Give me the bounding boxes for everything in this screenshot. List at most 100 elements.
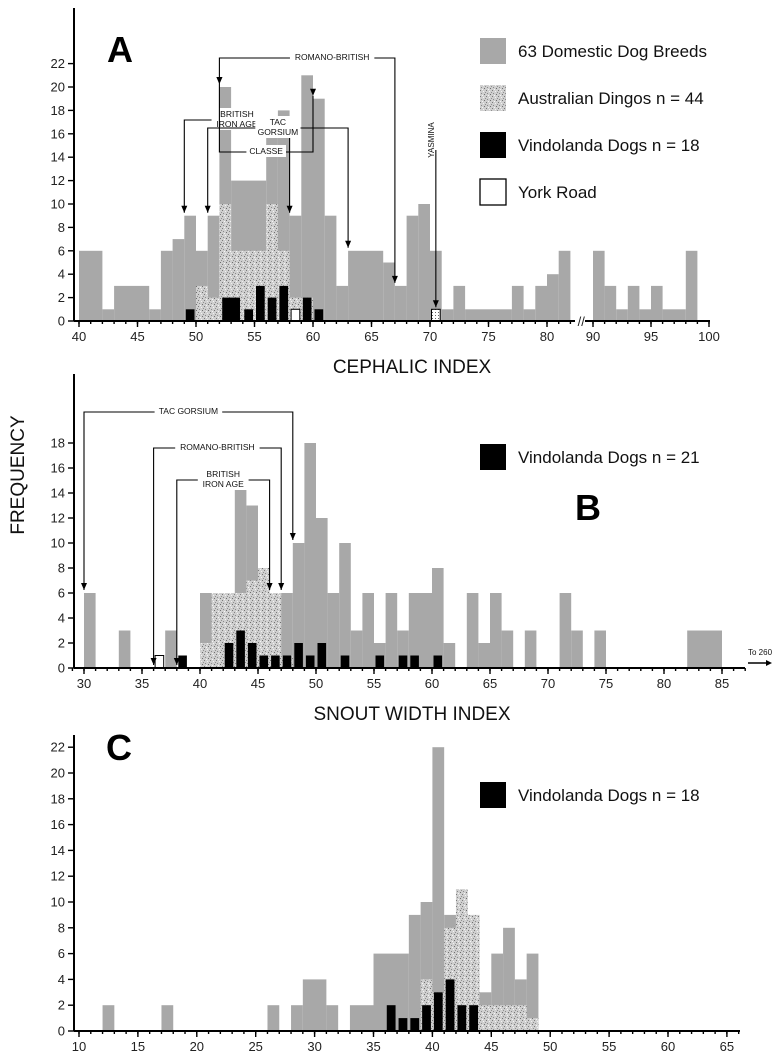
y-tick-label: 6	[58, 586, 65, 601]
annotation-label: BRITISH	[220, 109, 254, 119]
x-tick-label: 45	[130, 329, 144, 344]
legend-swatch-vindolanda	[480, 444, 506, 470]
x-tick-label: 80	[540, 329, 554, 344]
panel-letter: B	[575, 487, 601, 528]
bar-vindolanda	[469, 1005, 479, 1031]
bar-vindolanda	[302, 297, 312, 321]
x-tick-label: 55	[367, 676, 381, 691]
bar-vindolanda	[398, 655, 408, 668]
x-tick-label: 95	[644, 329, 658, 344]
y-tick-label: 4	[58, 267, 65, 282]
bar-vindolanda	[314, 309, 324, 321]
bar-domestic	[79, 250, 103, 321]
y-tick-label: 6	[58, 946, 65, 961]
legend-label: Vindolanda Dogs n = 18	[518, 786, 700, 805]
bar-domestic	[114, 285, 150, 321]
annotation-label: GORSIUM	[258, 127, 299, 137]
bar-vindolanda	[224, 643, 234, 668]
arrowhead	[173, 658, 180, 665]
bar-vindolanda	[236, 630, 245, 668]
bar-domestic	[594, 630, 606, 668]
y-tick-label: 0	[58, 661, 65, 676]
bar-vindolanda	[445, 979, 455, 1031]
bar-domestic	[383, 262, 395, 321]
bar-dingo	[258, 568, 270, 668]
bar-domestic	[385, 593, 398, 668]
bar-domestic	[102, 1005, 115, 1031]
bar-vindolanda	[256, 285, 265, 321]
panel-letter: A	[107, 29, 133, 70]
bar-domestic	[289, 215, 302, 321]
bar-domestic	[339, 543, 351, 668]
y-tick-label: 14	[51, 486, 65, 501]
bar-domestic	[511, 285, 524, 321]
bar-domestic	[523, 309, 536, 321]
y-tick-label: 12	[51, 511, 65, 526]
bar-domestic	[207, 215, 220, 321]
x-tick-label: 80	[657, 676, 671, 691]
label-bg	[197, 468, 249, 490]
x-tick-label: 60	[306, 329, 320, 344]
y-tick-label: 16	[51, 461, 65, 476]
arrowhead	[81, 583, 87, 590]
bar-domestic	[432, 568, 444, 668]
bar-domestic	[685, 250, 698, 321]
legend-label: Vindolanda Dogs n = 21	[518, 448, 700, 467]
annotation-label: CLASSE	[249, 146, 283, 156]
bar-domestic	[535, 285, 547, 321]
bar-domestic	[616, 309, 628, 321]
y-tick-label: 4	[58, 611, 65, 626]
bar-dingo	[231, 250, 243, 321]
bar-domestic	[304, 443, 316, 668]
bar-vindolanda	[271, 655, 280, 668]
y-tick-label: 10	[51, 197, 65, 212]
series-domestic	[79, 75, 698, 322]
x-tick-label: 75	[599, 676, 613, 691]
bar-domestic	[418, 204, 430, 321]
bar-vindolanda	[386, 1005, 396, 1031]
x-tick-label: 50	[189, 329, 203, 344]
bar-domestic	[277, 110, 290, 322]
label-bg	[246, 145, 286, 157]
bar-vindolanda	[294, 643, 303, 668]
bar-domestic	[478, 643, 490, 668]
legend-swatch-vindolanda	[480, 782, 506, 808]
x-tick-label: 60	[425, 676, 439, 691]
bar-domestic	[149, 309, 161, 321]
bar-dingo	[207, 297, 220, 321]
arrowhead	[204, 205, 211, 213]
bar-domestic	[503, 927, 515, 1031]
bar-dingo	[455, 889, 468, 1031]
series-vindolanda	[386, 979, 479, 1031]
x-tick-label: 40	[72, 329, 86, 344]
bar-domestic	[466, 593, 479, 668]
bar-dingo	[200, 643, 212, 668]
y-tick-label: 22	[51, 56, 65, 71]
bar-vindolanda	[410, 655, 419, 668]
y-tick-label: 4	[58, 972, 65, 987]
bar-domestic	[420, 902, 433, 1031]
bar-domestic	[465, 309, 512, 321]
bar-vindolanda	[259, 655, 269, 668]
bar-domestic	[526, 953, 539, 1031]
bar-domestic	[651, 285, 663, 321]
bar-domestic	[326, 1005, 339, 1031]
bar-domestic	[627, 285, 640, 321]
y-tick-label: 6	[58, 243, 65, 258]
y-tick-label: 10	[51, 895, 65, 910]
x-tick-label: 70	[423, 329, 437, 344]
label-bg	[211, 108, 263, 130]
y-tick-label: 18	[51, 436, 65, 451]
x-tick-label: 50	[309, 676, 323, 691]
bar-york	[154, 655, 165, 669]
panel-letter: C	[106, 727, 132, 768]
bar-domestic	[501, 630, 514, 668]
bar-york	[431, 308, 441, 322]
bar-domestic	[281, 593, 293, 668]
x-tick-label: 30	[77, 676, 91, 691]
panel-A: 0 2 4 6 8 10 12 14 16 18 20 22 40 45 50 55 60 65 70 75 80 90 9…	[51, 8, 720, 378]
y-tick-label: 2	[58, 636, 65, 651]
y-tick-label: 18	[51, 103, 65, 118]
annotation-label: ROMANO-BRITISH	[295, 52, 370, 62]
annotation-label: TAC	[270, 117, 286, 127]
